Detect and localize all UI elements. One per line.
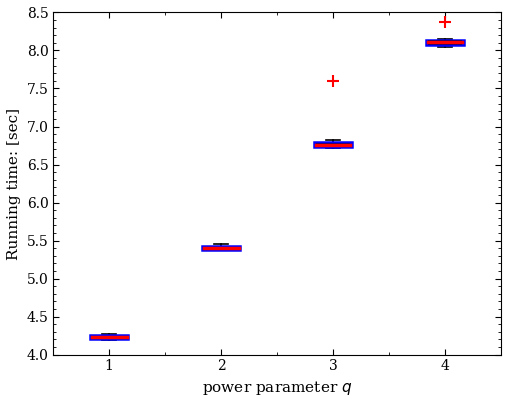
Bar [314, 142, 352, 147]
Bar [202, 246, 240, 250]
Bar [204, 246, 239, 249]
Bar [428, 40, 462, 44]
Bar [316, 143, 351, 146]
Bar [92, 336, 126, 338]
Bar [90, 335, 128, 339]
Y-axis label: Running time: [sec]: Running time: [sec] [7, 107, 21, 259]
X-axis label: power parameter $q$: power parameter $q$ [202, 379, 352, 397]
Bar [426, 40, 464, 45]
